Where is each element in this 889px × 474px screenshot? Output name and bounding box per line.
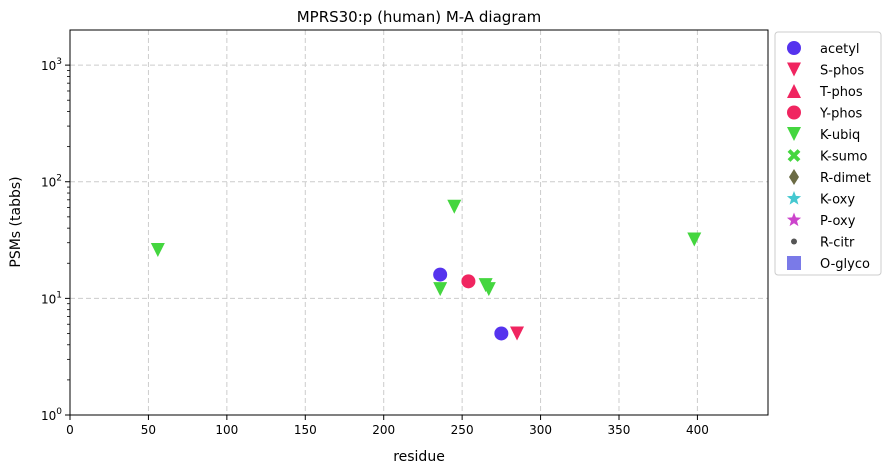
y-tick-label: 103 (41, 57, 62, 73)
data-point-S-phos (510, 326, 525, 341)
legend-marker-K-sumo (787, 149, 801, 162)
legend-marker-R-dimet (789, 169, 799, 185)
data-point-K-ubiq (447, 199, 462, 214)
legend: acetyl S-phos T-phos Y-phos K-ubiq K-sumo R-di… (774, 31, 882, 276)
legend-box (774, 31, 882, 276)
x-tick-label: 100 (215, 423, 238, 437)
x-tick-label: 0 (66, 423, 74, 437)
legend-marker-R-citr (791, 238, 797, 245)
x-tick-label: 400 (686, 423, 709, 437)
legend-label: O-glyco (820, 257, 870, 272)
data-point-K-ubiq (433, 282, 448, 297)
chart-title: MPRS30:p (human) M-A diagram (297, 8, 542, 26)
data-point-K-ubiq (481, 282, 496, 297)
legend-label: K-sumo (820, 150, 868, 165)
y-tick-label: 102 (41, 174, 62, 190)
x-tick-label: 350 (608, 423, 631, 437)
x-tick-label: 300 (529, 423, 552, 437)
y-tick-label: 100 (41, 407, 62, 423)
grid (70, 30, 768, 415)
legend-label: R-citr (820, 236, 855, 251)
legend-label: K-oxy (820, 193, 855, 208)
x-tick-label: 150 (294, 423, 317, 437)
data-point-Y-phos (461, 274, 476, 289)
legend-label: P-oxy (820, 214, 856, 229)
legend-label: Y-phos (819, 107, 863, 122)
legend-marker-P-oxy (786, 212, 802, 227)
legend-marker-S-phos (787, 62, 801, 77)
y-axis-title: PSMs (tabbs) (8, 176, 24, 267)
x-tick-label: 200 (372, 423, 395, 437)
legend-marker-acetyl (787, 41, 801, 55)
legend-label: S-phos (820, 64, 864, 79)
data-point-K-ubiq (150, 242, 165, 257)
data-point-acetyl (433, 267, 448, 282)
legend-label: acetyl (820, 42, 860, 57)
data-point-K-ubiq (687, 232, 702, 247)
legend-marker-Y-phos (787, 105, 801, 120)
data-points (150, 199, 702, 341)
legend-label: T-phos (819, 85, 863, 100)
legend-marker-K-oxy (786, 191, 802, 205)
plot-frame (69, 29, 769, 416)
legend-label: R-dimet (820, 171, 871, 186)
x-tick-label: 250 (451, 423, 474, 437)
data-point-acetyl (494, 326, 509, 341)
x-tick-label: 50 (141, 423, 156, 437)
x-axis-title: residue (393, 449, 445, 465)
legend-marker-O-glyco (787, 256, 801, 270)
legend-marker-K-ubiq (787, 127, 801, 141)
y-tick-label: 101 (41, 290, 62, 306)
legend-marker-T-phos (787, 84, 801, 98)
axis-ticks: 0 50 100 150 200 250 300 350 400 100 101 102 103 (41, 57, 709, 437)
legend-label: K-ubiq (820, 128, 860, 143)
